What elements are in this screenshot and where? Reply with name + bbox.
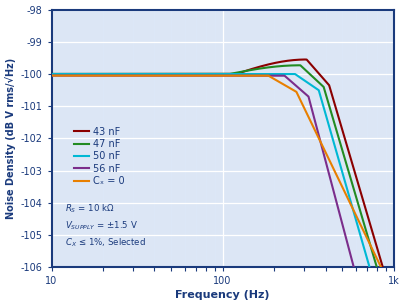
X-axis label: Frequency (Hz): Frequency (Hz) <box>175 290 270 300</box>
Legend: 43 nF, 47 nF, 50 nF, 56 nF, Cₓ = 0: 43 nF, 47 nF, 50 nF, 56 nF, Cₓ = 0 <box>70 123 129 190</box>
Y-axis label: Noise Density (dB V rms/√Hz): Noise Density (dB V rms/√Hz) <box>6 58 16 219</box>
Text: $R_S$ = 10 k$\Omega$
$V_{SUPPLY}$ = ±1.5 V
$C_X$ ≤ 1%, Selected: $R_S$ = 10 k$\Omega$ $V_{SUPPLY}$ = ±1.5… <box>65 203 146 249</box>
